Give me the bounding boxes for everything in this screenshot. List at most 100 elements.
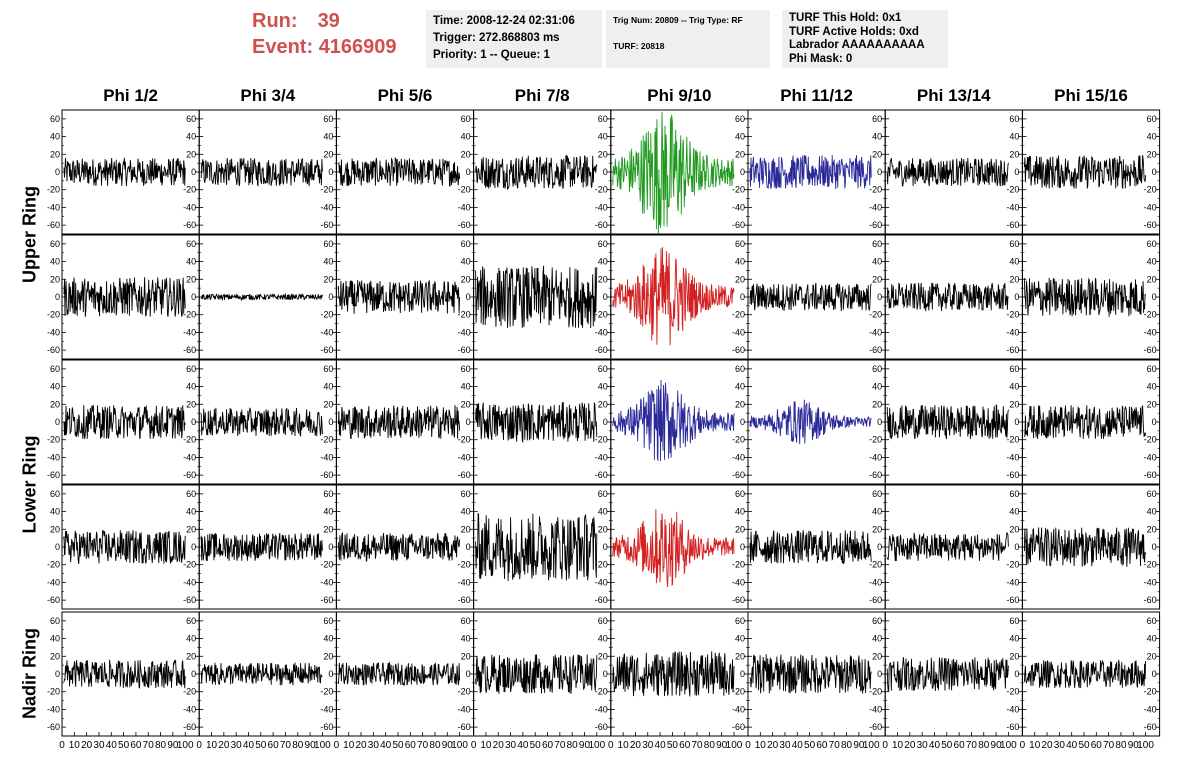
y-tick-label: 20: [735, 274, 745, 284]
y-tick-label: 20: [1147, 149, 1157, 159]
y-tick-label: -60: [869, 595, 882, 605]
y-tick-label: 60: [735, 616, 745, 626]
x-tick-label: 30: [368, 740, 380, 751]
y-tick-label: 20: [186, 274, 196, 284]
y-tick-label: 0: [740, 417, 745, 427]
y-tick-label: -20: [595, 435, 608, 445]
y-tick-label: 40: [598, 257, 608, 267]
waveform-panel: 60 40 20 0 -20 -40 -60: [610, 611, 749, 737]
waveform-panel: 60 40 20 0 -20 -40 -60: [335, 109, 475, 235]
waveform-panel: 60 40 20 0 -20 -40 -60: [747, 611, 886, 737]
y-tick-label: 0: [740, 167, 745, 177]
column-header: Phi 11/12: [780, 86, 853, 105]
y-tick-label: 40: [598, 634, 608, 644]
x-tick-label: 50: [667, 740, 679, 751]
y-tick-label: 20: [598, 149, 608, 159]
y-tick-label: -20: [1006, 687, 1019, 697]
y-tick-label: -20: [320, 687, 333, 697]
turf-this-hold: TURF This Hold: 0x1: [789, 12, 902, 24]
y-tick-label: -40: [1144, 327, 1157, 337]
y-tick-label: -40: [1006, 704, 1019, 714]
y-tick-label: -40: [1144, 452, 1157, 462]
y-tick-label: -40: [595, 704, 608, 714]
y-tick-label: -40: [869, 202, 882, 212]
x-tick-label: 0: [882, 740, 888, 751]
y-tick-label: -60: [595, 722, 608, 732]
waveform-panel: 60 40 20 0 -20 -40 -60: [473, 611, 612, 737]
waveform-panel: 60 40 20 0 -20 -40 -60: [884, 484, 1023, 610]
y-tick-label: -60: [183, 595, 196, 605]
waveform-trace: [886, 403, 1009, 440]
y-tick-label: 0: [55, 417, 60, 427]
y-tick-label: 60: [1147, 239, 1157, 249]
waveform-trace: [63, 529, 186, 564]
x-tick-label: 30: [505, 740, 517, 751]
waveform-trace: [338, 156, 461, 187]
y-tick-label: 0: [877, 542, 882, 552]
y-tick-label: -20: [47, 435, 60, 445]
y-tick-label: 40: [50, 382, 60, 392]
y-tick-label: 0: [603, 292, 608, 302]
waveform-panel: 60 40 20 0 -20 -40 -60: [335, 611, 475, 737]
waveform-panel: 60 40 20 0 -20 -40 -60: [335, 359, 475, 485]
y-tick-label: 20: [1147, 274, 1157, 284]
y-tick-label: 40: [598, 132, 608, 142]
y-tick-label: -20: [458, 687, 471, 697]
y-tick-label: 40: [323, 132, 333, 142]
y-tick-label: 20: [598, 399, 608, 409]
waveform-panel: 60 40 20 0 -20 -40 -60: [335, 234, 475, 360]
waveform-trace: [200, 407, 323, 438]
y-tick-label: -60: [458, 220, 471, 230]
y-tick-label: 40: [872, 257, 882, 267]
y-tick-label: -20: [183, 560, 196, 570]
x-tick-label: 10: [892, 740, 904, 751]
y-tick-label: 40: [872, 132, 882, 142]
y-tick-label: -60: [1006, 220, 1019, 230]
labrador-text: Labrador AAAAAAAAAA: [789, 39, 925, 51]
y-tick-label: -60: [1006, 722, 1019, 732]
x-tick-label: 40: [929, 740, 941, 751]
waveform-panel: 60 40 20 0 -20 -40 -60: [473, 359, 612, 485]
y-tick-label: 40: [323, 634, 333, 644]
y-tick-label: -40: [595, 202, 608, 212]
y-tick-label: 40: [50, 507, 60, 517]
waveform-trace: [612, 247, 735, 346]
y-tick-label: -40: [732, 577, 745, 587]
waveform-trace: [337, 661, 461, 686]
waveform-trace: [886, 657, 1009, 693]
waveform-panel: 60 40 20 0 -20 -40 -60: [747, 484, 886, 610]
y-tick-label: -60: [1006, 595, 1019, 605]
turf-active-holds: TURF Active Holds: 0xd: [789, 25, 919, 38]
y-tick-label: -40: [732, 327, 745, 337]
y-tick-label: 20: [186, 149, 196, 159]
x-tick-label: 70: [1103, 740, 1115, 751]
y-tick-label: 60: [186, 239, 196, 249]
x-tick-label: 100: [451, 740, 468, 751]
waveform-trace: [612, 509, 735, 588]
y-tick-label: -20: [47, 185, 60, 195]
y-tick-label: 60: [186, 616, 196, 626]
y-tick-label: -40: [458, 704, 471, 714]
waveform-trace: [475, 512, 598, 582]
y-tick-label: 60: [461, 489, 471, 499]
x-tick-label: 50: [1078, 740, 1090, 751]
x-tick-label: 70: [143, 740, 155, 751]
y-tick-label: 20: [461, 274, 471, 284]
y-tick-label: 40: [1009, 634, 1019, 644]
y-tick-label: -40: [183, 327, 196, 337]
event-label: Event:: [252, 36, 314, 58]
x-tick-label: 90: [1128, 740, 1140, 751]
waveform-trace: [337, 279, 461, 314]
y-tick-label: 20: [50, 399, 60, 409]
waveform-trace: [612, 651, 735, 697]
y-tick-label: 20: [323, 274, 333, 284]
y-tick-label: -60: [47, 470, 60, 480]
x-tick-label: 90: [716, 740, 728, 751]
x-tick-label: 10: [1029, 740, 1041, 751]
x-tick-label: 30: [231, 740, 243, 751]
x-tick-label: 60: [405, 740, 417, 751]
waveform-panel: 60 40 20 0 -20 -40 -60: [884, 611, 1023, 737]
y-tick-label: -40: [47, 704, 60, 714]
trigger-info-box: Time: 2008-12-24 02:31:06 Trigger: 272.8…: [426, 10, 602, 68]
